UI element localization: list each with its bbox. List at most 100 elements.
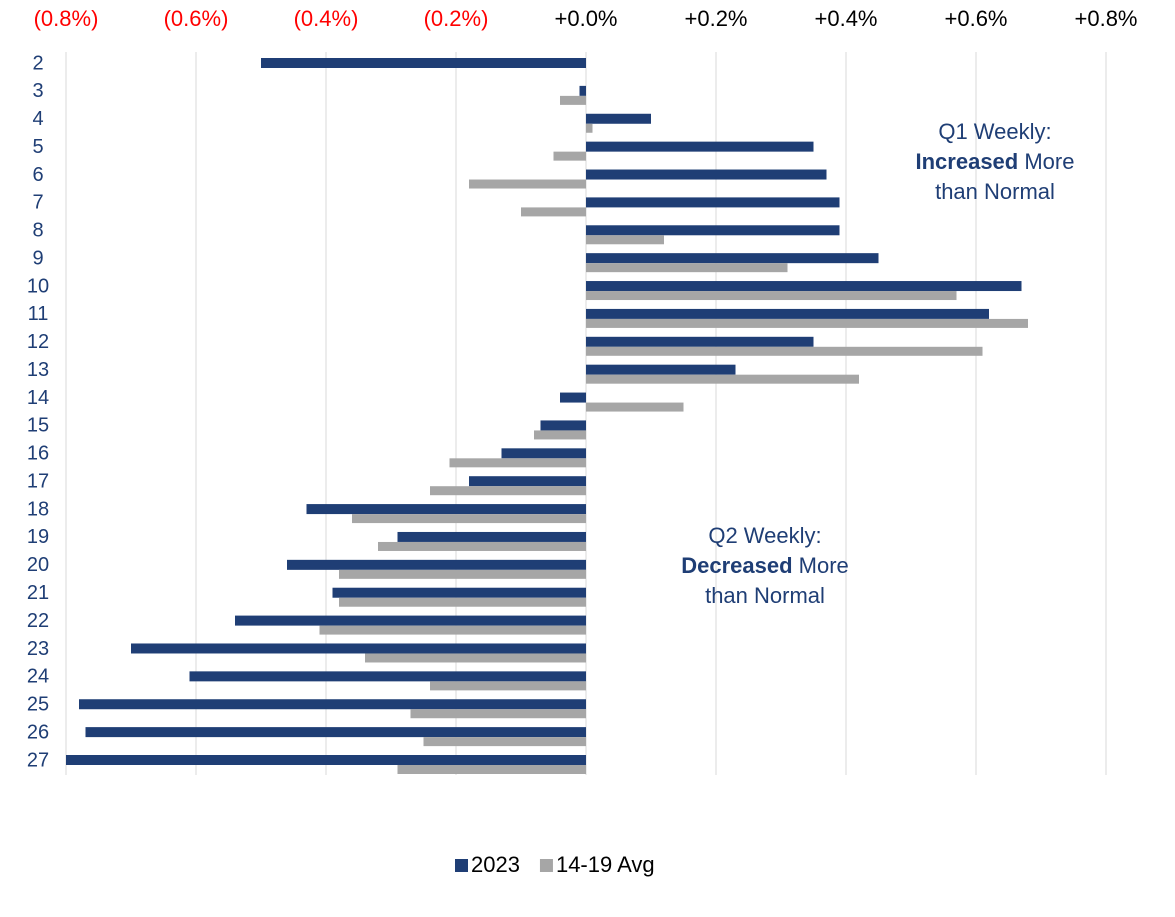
bar <box>560 392 586 403</box>
annotation-line: than Normal <box>935 179 1055 204</box>
annotation-bold: Increased <box>916 149 1019 174</box>
y-tick-label: 27 <box>27 749 49 771</box>
x-tick-label: (0.6%) <box>164 6 229 31</box>
bar <box>332 587 586 598</box>
bar <box>66 755 586 765</box>
y-tick-label: 10 <box>27 275 49 297</box>
bar <box>261 58 586 68</box>
legend-label: 2023 <box>471 852 520 877</box>
bar <box>579 85 586 96</box>
y-tick-label: 6 <box>32 164 43 186</box>
bar <box>449 458 586 468</box>
bar <box>306 504 586 515</box>
annotation-bold: Decreased <box>681 553 792 578</box>
bar <box>397 765 586 774</box>
y-tick-label: 8 <box>32 220 43 242</box>
x-tick-label: +0.8% <box>1075 6 1138 31</box>
annotation-line: Increased More <box>916 149 1075 174</box>
x-tick-label: +0.0% <box>555 6 618 31</box>
y-tick-label: 26 <box>27 721 49 743</box>
legend-label: 14-19 Avg <box>556 852 655 877</box>
y-tick-label: 23 <box>27 638 49 660</box>
legend-swatch <box>539 859 553 872</box>
x-tick-label: (0.4%) <box>294 6 359 31</box>
y-tick-label: 22 <box>27 610 49 632</box>
y-tick-label: 4 <box>32 108 43 130</box>
bar <box>586 235 664 245</box>
y-tick-label: 7 <box>32 192 43 214</box>
bar <box>319 625 586 635</box>
annotation-line: Q1 Weekly: <box>938 119 1051 144</box>
bar <box>586 291 957 301</box>
y-tick-label: 9 <box>32 247 43 269</box>
bar <box>85 727 586 738</box>
y-tick-label: 13 <box>27 359 49 381</box>
x-tick-label: +0.4% <box>815 6 878 31</box>
bar <box>339 597 586 607</box>
bar <box>430 486 586 496</box>
x-tick-label: +0.2% <box>685 6 748 31</box>
y-tick-label: 16 <box>27 443 49 465</box>
bar <box>586 402 684 412</box>
bar <box>235 615 586 626</box>
bar <box>410 709 586 719</box>
legend-swatch <box>455 859 468 872</box>
bar <box>586 113 651 124</box>
bar <box>534 430 586 440</box>
bar <box>586 374 859 384</box>
y-tick-label: 2 <box>32 52 43 74</box>
bar <box>586 253 879 264</box>
y-tick-label: 18 <box>27 498 49 520</box>
bar <box>189 671 586 682</box>
annotation-line: than Normal <box>705 583 825 608</box>
bar <box>540 420 586 431</box>
y-tick-label: 14 <box>27 387 49 409</box>
bar <box>586 336 814 347</box>
legend: 2023 14-19 Avg <box>455 852 655 877</box>
y-tick-label: 19 <box>27 526 49 548</box>
bar <box>586 281 1022 292</box>
bar <box>586 318 1028 328</box>
bar <box>553 151 586 161</box>
x-tick-label: (0.8%) <box>34 6 99 31</box>
x-tick-label: +0.6% <box>945 6 1008 31</box>
bar <box>339 569 586 579</box>
annotation: Q2 Weekly: Decreased More than Normal <box>681 523 849 608</box>
bar <box>586 225 840 236</box>
bar <box>423 737 586 747</box>
bar <box>501 448 586 459</box>
annotation: Q1 Weekly: Increased More than Normal <box>916 119 1075 204</box>
bar <box>469 179 586 189</box>
y-tick-label: 20 <box>27 554 49 576</box>
bar <box>287 559 586 570</box>
y-tick-label: 15 <box>27 415 49 437</box>
bar <box>131 643 586 654</box>
annotation-line: Decreased More <box>681 553 849 578</box>
bar <box>586 364 736 375</box>
bar <box>521 207 586 217</box>
y-tick-label: 21 <box>27 582 49 604</box>
bar <box>586 141 814 152</box>
bar <box>586 308 989 319</box>
y-tick-label: 12 <box>27 331 49 353</box>
bar <box>560 95 586 105</box>
bar <box>586 346 983 356</box>
bar <box>79 699 586 710</box>
y-tick-label: 3 <box>32 80 43 102</box>
bar <box>586 169 827 180</box>
bar <box>586 123 593 133</box>
y-tick-label: 24 <box>27 666 49 688</box>
bar <box>586 263 788 273</box>
x-tick-label: (0.2%) <box>424 6 489 31</box>
bar <box>430 681 586 691</box>
y-tick-label: 17 <box>27 470 49 492</box>
y-tick-label: 25 <box>27 694 49 716</box>
bar <box>378 541 586 551</box>
bar <box>469 476 586 487</box>
bar <box>397 531 586 542</box>
annotation-line: Q2 Weekly: <box>708 523 821 548</box>
y-tick-label: 11 <box>28 303 49 325</box>
annotation-text: More <box>799 553 849 578</box>
